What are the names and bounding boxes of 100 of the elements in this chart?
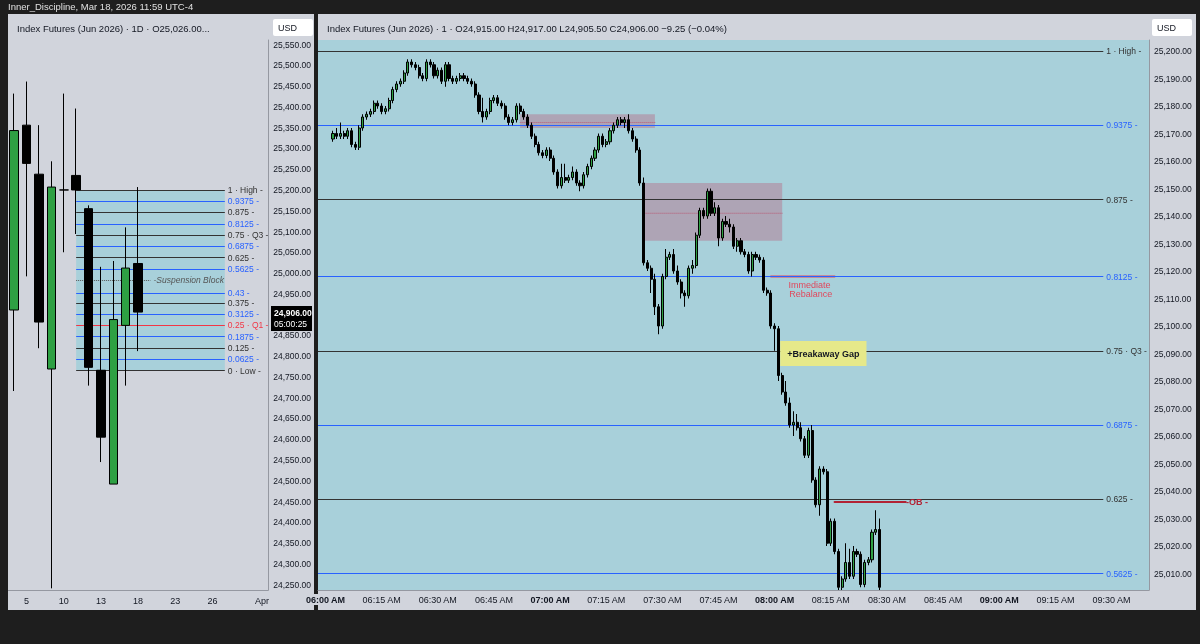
x-tick-label: 5 bbox=[24, 595, 30, 606]
y-tick-label: 24,850.00 bbox=[273, 330, 312, 341]
y-tick-label: 24,450.00 bbox=[273, 496, 312, 507]
candlestick bbox=[109, 260, 118, 485]
y-tick-label: 25,070.00 bbox=[1154, 403, 1193, 414]
candlestick bbox=[34, 124, 44, 349]
candlestick bbox=[444, 61, 447, 88]
y-tick-label: 25,400.00 bbox=[273, 101, 312, 112]
annotation: 0.0625 - bbox=[227, 354, 260, 365]
y-tick-label: 25,190.00 bbox=[1154, 73, 1193, 84]
y-tick-label: 25,120.00 bbox=[1154, 266, 1193, 276]
y-tick-label: 24,550.00 bbox=[273, 454, 312, 465]
x-tick-label: 06:00 AM bbox=[305, 594, 346, 605]
candlestick bbox=[515, 102, 518, 123]
y-tick-label: 25,030.00 bbox=[1154, 513, 1193, 524]
candlestick bbox=[466, 75, 469, 85]
candlestick bbox=[747, 251, 750, 275]
x-tick-label: 08:00 AM bbox=[755, 594, 795, 605]
x-tick-label: 23 bbox=[170, 595, 181, 606]
x-tick-label: 18 bbox=[133, 595, 144, 606]
y-tick-label: 25,500.00 bbox=[273, 60, 312, 71]
candlestick bbox=[47, 160, 56, 589]
y-tick-label: 25,170.00 bbox=[1154, 128, 1193, 139]
candlestick bbox=[133, 186, 143, 352]
candlestick bbox=[575, 168, 578, 187]
y-tick-label: 24,750.00 bbox=[273, 371, 312, 382]
candlestick bbox=[339, 122, 342, 140]
annotation: 0.9375 - bbox=[227, 196, 260, 207]
candlestick bbox=[545, 146, 548, 159]
y-tick-label: 25,150.00 bbox=[1154, 183, 1193, 194]
y-tick-label: 24,700.00 bbox=[273, 392, 312, 403]
annotation: 0.1875 - bbox=[227, 331, 260, 342]
y-tick-label: 25,000.00 bbox=[273, 268, 312, 279]
x-tick-label: 07:45 AM bbox=[699, 594, 738, 605]
x-tick-label: Apr bbox=[254, 595, 269, 606]
y-tick-label: 25,140.00 bbox=[1154, 211, 1193, 221]
candlestick bbox=[608, 127, 612, 145]
x-tick-label: 08:45 AM bbox=[924, 594, 963, 605]
candlestick bbox=[335, 127, 338, 140]
x-tick-label: 09:30 AM bbox=[1092, 594, 1131, 605]
y-tick-label: 25,100.00 bbox=[273, 226, 312, 237]
candlestick bbox=[620, 116, 623, 126]
x-tick-label: 09:15 AM bbox=[1036, 594, 1075, 605]
ref-line-label: 1 · High - bbox=[227, 184, 263, 195]
annotation: 0.375 - bbox=[227, 297, 255, 308]
candlestick bbox=[373, 100, 376, 115]
ref-line-label: 0 · Low - bbox=[227, 365, 262, 376]
candlestick bbox=[96, 266, 106, 463]
candlestick bbox=[121, 226, 130, 387]
ref-line-label: 0.25 · Q1 - bbox=[227, 320, 269, 331]
y-tick-label: 25,200.00 bbox=[1154, 46, 1193, 56]
text: 05:00:25 bbox=[274, 318, 308, 329]
text: Inner_Discipline, Mar 18, 2026 11:59 UTC-4 bbox=[8, 1, 194, 12]
y-tick-label: 25,100.00 bbox=[1154, 321, 1193, 331]
y-tick-label: 25,060.00 bbox=[1154, 431, 1193, 441]
candlestick bbox=[859, 551, 862, 588]
y-tick-label: 25,050.00 bbox=[1154, 458, 1193, 469]
x-tick-label: 26 bbox=[207, 595, 218, 606]
y-tick-label: 24,350.00 bbox=[273, 538, 312, 549]
y-tick-label: 24,300.00 bbox=[273, 558, 312, 569]
ref-line-label: 0.75 · Q3 - bbox=[1106, 345, 1148, 356]
x-tick-label: 07:30 AM bbox=[643, 594, 682, 605]
candlestick bbox=[380, 102, 383, 115]
chart-title: Index Futures (Jun 2026) · 1D · O25,026.00... bbox=[17, 22, 210, 34]
y-tick-label: 24,650.00 bbox=[273, 413, 312, 424]
x-tick-label: 06:15 AM bbox=[362, 594, 401, 605]
candlestick bbox=[709, 188, 713, 217]
candlestick bbox=[418, 64, 421, 79]
annotation: -OB - bbox=[905, 497, 928, 507]
candlestick bbox=[455, 75, 458, 85]
y-tick-label: 25,040.00 bbox=[1154, 486, 1193, 496]
y-tick-label: 24,950.00 bbox=[273, 288, 312, 299]
candlestick bbox=[762, 256, 765, 294]
candlestick bbox=[84, 204, 93, 387]
y-tick-label: 25,160.00 bbox=[1154, 156, 1193, 166]
candlestick bbox=[350, 127, 353, 148]
annotation: 0.875 - bbox=[227, 207, 255, 218]
ref-line-label: 0.75 · Q3 - bbox=[227, 230, 269, 241]
x-tick-label: 08:30 AM bbox=[867, 594, 906, 605]
x-tick-label: 06:30 AM bbox=[418, 594, 457, 605]
candlestick bbox=[706, 188, 709, 220]
y-tick-label: 25,130.00 bbox=[1154, 238, 1193, 249]
y-tick-label: 24,400.00 bbox=[273, 517, 312, 528]
y-tick-label: 25,150.00 bbox=[273, 205, 312, 216]
annotation: 0.3125 - bbox=[227, 309, 260, 320]
candlestick bbox=[71, 108, 81, 235]
annotation: 0.6875 - bbox=[1106, 420, 1138, 430]
candlestick bbox=[462, 72, 466, 82]
candlestick bbox=[9, 93, 19, 392]
candlestick bbox=[732, 223, 735, 250]
x-tick-label: 09:00 AM bbox=[979, 594, 1019, 605]
annotation: 0.875 - bbox=[1106, 194, 1133, 205]
candlestick bbox=[376, 100, 379, 110]
y-tick-label: 24,250.00 bbox=[273, 579, 312, 590]
y-tick-label: 25,300.00 bbox=[273, 143, 312, 154]
candlestick bbox=[331, 130, 335, 143]
y-tick-label: 25,350.00 bbox=[273, 122, 312, 133]
ref-line-label: -Suspension Block bbox=[153, 275, 225, 286]
annotation: 0.5625 - bbox=[227, 263, 260, 274]
candlestick bbox=[560, 163, 563, 189]
